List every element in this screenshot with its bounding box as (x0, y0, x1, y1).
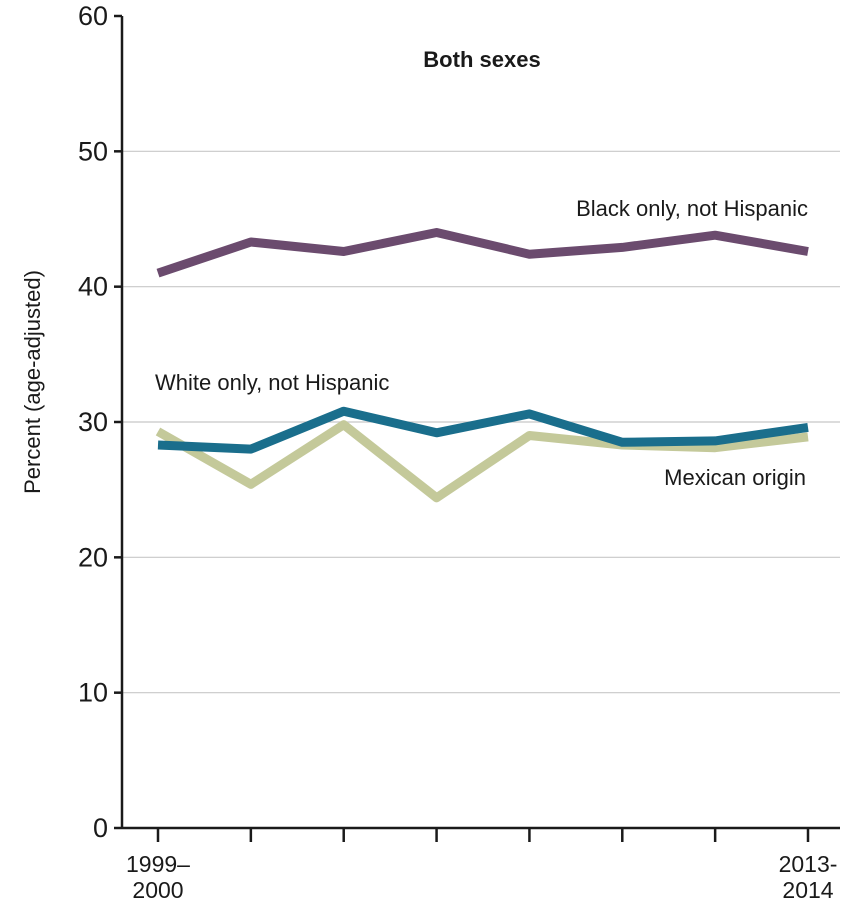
x-tick-label-line: 2014 (782, 877, 833, 903)
series-line-0 (156, 228, 809, 278)
y-tick-label: 10 (78, 678, 108, 708)
y-tick-label: 0 (93, 813, 108, 843)
x-tick-label: 2013-2014 (779, 851, 838, 903)
x-tick-label-line: 2000 (132, 877, 183, 903)
y-tick-label: 60 (78, 1, 108, 31)
series-line-1 (157, 406, 809, 454)
y-axis-ticks: 0 10 20 30 40 50 60 (78, 1, 122, 843)
y-tick-label: 50 (78, 136, 108, 166)
x-axis-ticks: 1999– 2000 2013-2014 (126, 828, 837, 903)
series-label-black: Black only, not Hispanic (576, 196, 808, 221)
x-tick-label-line: 1999– (126, 851, 190, 877)
series-lines (155, 228, 809, 503)
y-tick-label: 20 (78, 542, 108, 572)
y-axis-title: Percent (age-adjusted) (20, 270, 45, 494)
series-label-mexican: Mexican origin (664, 465, 806, 490)
x-tick-label-line: 2013- (779, 851, 838, 877)
series-label-white: White only, not Hispanic (155, 370, 389, 395)
panel-title: Both sexes (423, 47, 540, 72)
y-tick-label: 40 (78, 272, 108, 302)
annotations: Both sexes Percent (age-adjusted) Black … (20, 47, 808, 494)
series-line-2 (155, 420, 809, 503)
x-tick-label: 1999– 2000 (126, 851, 190, 903)
y-tick-label: 30 (78, 407, 108, 437)
